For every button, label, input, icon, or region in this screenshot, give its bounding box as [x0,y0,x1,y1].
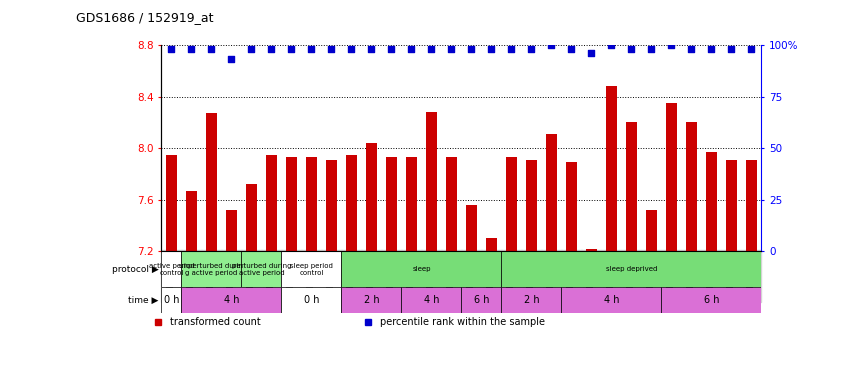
Point [244,46,258,52]
Bar [606,86,617,251]
Point [205,46,218,52]
Bar [506,157,517,251]
Bar [426,112,437,251]
Point [645,46,658,52]
Bar [645,210,656,251]
Bar [342,251,502,287]
Bar [206,113,217,251]
Bar [726,160,737,251]
Bar [282,287,342,313]
Point [464,46,478,52]
Text: sleep period
control: sleep period control [290,262,332,276]
Bar [162,251,182,287]
Text: 6 h: 6 h [704,295,719,305]
Point [665,42,678,48]
Bar [406,157,417,251]
Bar [502,251,761,287]
Bar [246,184,257,251]
Text: perturbed during
active period: perturbed during active period [232,262,291,276]
Point [165,46,179,52]
Bar [346,154,357,251]
Text: 4 h: 4 h [223,295,239,305]
Bar [586,249,597,251]
Text: time ▶: time ▶ [129,296,159,304]
Text: 2 h: 2 h [364,295,379,305]
Point [725,46,739,52]
Point [305,46,318,52]
Point [605,42,618,48]
Bar [166,154,177,251]
Text: percentile rank within the sample: percentile rank within the sample [380,317,545,327]
Point [585,50,598,56]
Point [445,46,459,52]
Bar [466,205,477,251]
Point [285,46,299,52]
Bar [366,143,377,251]
Bar [502,287,562,313]
Bar [706,152,717,251]
Bar [266,154,277,251]
Bar [486,238,497,251]
Bar [326,160,337,251]
Point [545,42,558,48]
Point [425,46,438,52]
Point [225,56,239,62]
Bar [526,160,537,251]
Bar [446,157,457,251]
Point [624,46,638,52]
Bar [402,287,461,313]
Bar [562,287,662,313]
Point [525,46,538,52]
Point [325,46,338,52]
Point [485,46,498,52]
Text: 6 h: 6 h [474,295,489,305]
Bar [186,190,197,251]
Point [505,46,519,52]
Point [404,46,418,52]
Point [184,46,198,52]
Bar [666,103,677,251]
Point [564,46,578,52]
Bar [626,122,637,251]
Bar [461,287,502,313]
Bar [286,157,297,251]
Point [684,46,698,52]
Point [365,46,378,52]
Bar [282,251,342,287]
Text: sleep deprived: sleep deprived [606,266,657,272]
Text: 0 h: 0 h [304,295,319,305]
Bar [226,210,237,251]
Point [344,46,358,52]
Bar [386,157,397,251]
Bar [566,162,577,251]
Text: 4 h: 4 h [604,295,619,305]
Point [385,46,398,52]
Bar [241,251,282,287]
Bar [182,251,241,287]
Bar [182,287,282,313]
Bar [686,122,697,251]
Text: 2 h: 2 h [524,295,539,305]
Point [705,46,718,52]
Bar [746,160,757,251]
Bar [546,134,557,251]
Point [744,46,758,52]
Bar [662,287,761,313]
Text: GDS1686 / 152919_at: GDS1686 / 152919_at [76,11,214,24]
Bar [306,157,317,251]
Bar [162,287,182,313]
Text: sleep: sleep [412,266,431,272]
Text: protocol ▶: protocol ▶ [112,265,159,274]
Text: 0 h: 0 h [164,295,179,305]
Point [265,46,278,52]
Text: transformed count: transformed count [170,317,261,327]
Text: active period
control: active period control [149,262,195,276]
Text: 4 h: 4 h [424,295,439,305]
Bar [342,287,402,313]
Text: unperturbed durin
g active period: unperturbed durin g active period [179,262,244,276]
